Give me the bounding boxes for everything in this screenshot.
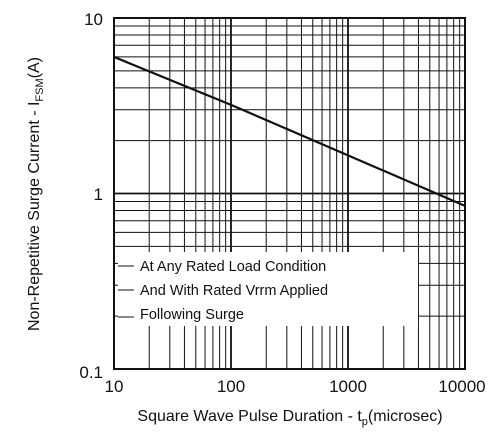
x-tick-label-10: 10	[105, 377, 124, 396]
annotation-line-1: At Any Rated Load Condition	[140, 259, 326, 275]
x-tick-label-1000: 1000	[329, 377, 367, 396]
x-tick-label-10000: 10000	[438, 377, 485, 396]
y-tick-label-10: 10	[84, 10, 103, 29]
x-axis-title-main: Square Wave Pulse Duration - t	[137, 408, 362, 425]
y-axis-title-subscript: FSM	[34, 78, 46, 101]
series-line-0	[113, 55, 466, 207]
annotation-box	[118, 252, 418, 326]
y-axis-title-units: (A)	[26, 57, 43, 78]
y-axis-title-main: Non-Repetitive Surge Current - I	[26, 102, 43, 331]
x-tick-label-100: 100	[217, 377, 245, 396]
annotation-line-3: Following Surge	[140, 307, 244, 323]
x-axis-title-units: (microsec)	[368, 408, 443, 425]
x-axis-title: Square Wave Pulse Duration - tp(microsec…	[137, 408, 442, 428]
y-tick-label-1: 1	[94, 185, 103, 204]
y-axis-title: Non-Repetitive Surge Current - IFSM(A)	[26, 57, 46, 331]
plot-frame	[113, 17, 466, 370]
y-tick-label-0-1: 0.1	[79, 363, 103, 382]
x-axis-title-subscript: p	[362, 416, 368, 428]
annotation-line-2: And With Rated Vrrm Applied	[140, 283, 328, 299]
series-layer	[113, 55, 466, 207]
